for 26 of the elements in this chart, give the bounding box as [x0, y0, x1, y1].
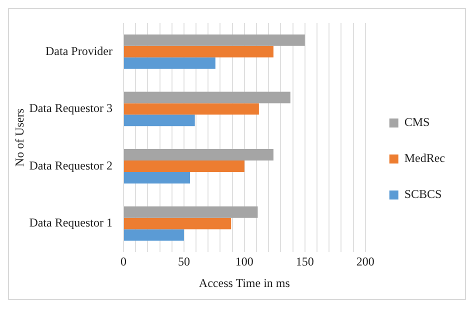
x-tick-label: 0 [120, 254, 126, 269]
y-tick-label: Data Requestor 1 [29, 216, 112, 230]
y-tick-label: Data Provider [46, 44, 112, 58]
bar [124, 46, 274, 58]
bar [124, 160, 244, 172]
bar [124, 57, 216, 69]
bar [124, 206, 258, 218]
y-tick-label: Data Requestor 2 [29, 158, 112, 172]
x-tick-label: 50 [178, 254, 190, 269]
x-tick-label: 100 [235, 254, 254, 269]
legend-label: CMS [404, 115, 430, 130]
bar [124, 103, 259, 115]
bar [124, 172, 190, 184]
bar [124, 92, 290, 104]
bar [124, 229, 184, 241]
bar [124, 34, 305, 46]
y-axis-title: No of Users [12, 108, 26, 167]
legend-label: MedRec [404, 151, 446, 166]
legend-label: SCBCS [404, 187, 442, 202]
bar [124, 149, 274, 161]
x-tick-label: 200 [356, 254, 374, 269]
x-axis-title: Access Time in ms [198, 276, 290, 290]
y-tick-label: Data Requestor 3 [29, 101, 112, 116]
bar [124, 218, 232, 230]
x-tick-label: 150 [296, 254, 314, 269]
bar [124, 114, 195, 126]
